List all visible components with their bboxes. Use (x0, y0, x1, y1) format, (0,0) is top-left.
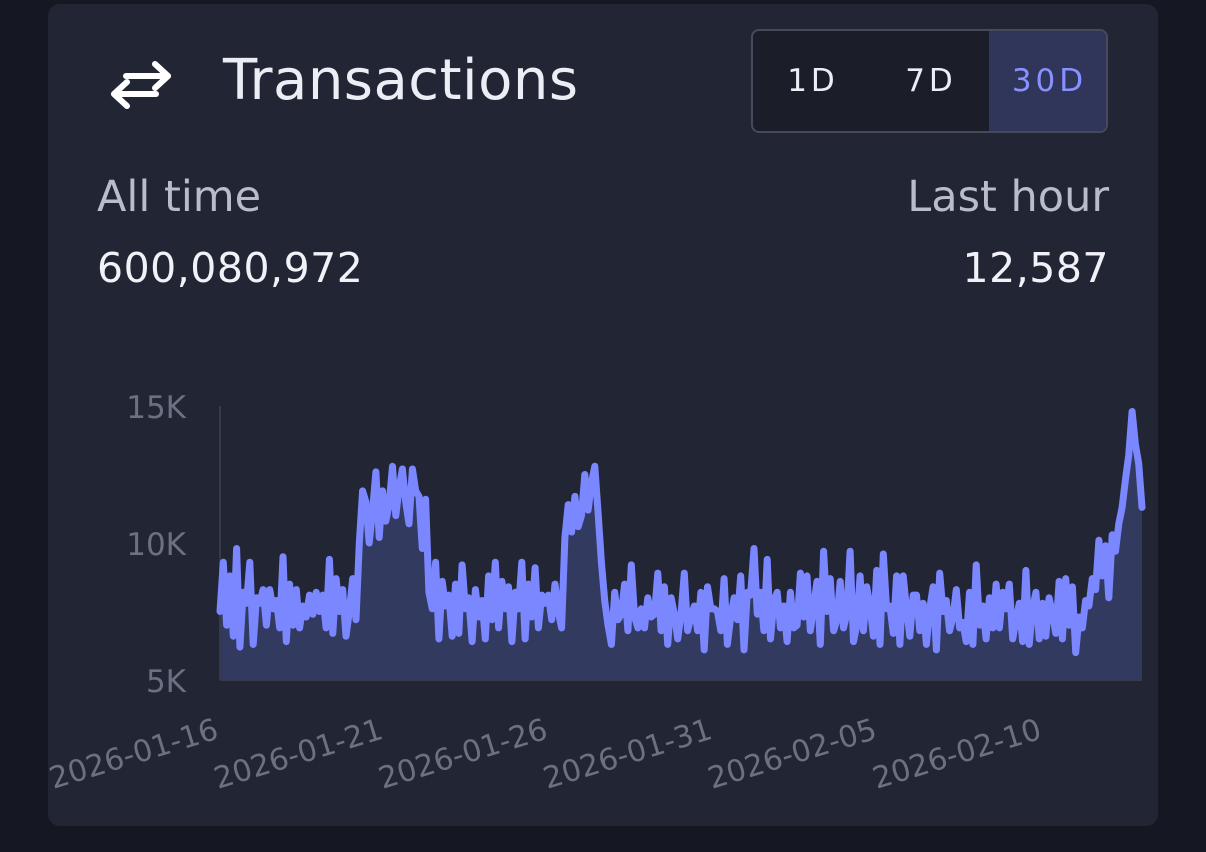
time-range-selector: 1D 7D 30D (751, 29, 1108, 133)
range-7d-button[interactable]: 7D (905, 63, 957, 99)
swap-arrows-icon (111, 61, 171, 109)
range-1d-button[interactable]: 1D (787, 63, 839, 99)
widget-title: Transactions (223, 48, 579, 113)
series-line (216, 408, 1146, 657)
x-tick-label: 2026-01-16 (48, 712, 222, 796)
all-time-label: All time (97, 172, 262, 222)
range-30d-button[interactable]: 30D (989, 31, 1106, 131)
last-hour-value: 12,587 (962, 244, 1109, 292)
x-tick-label: 2026-01-31 (539, 712, 716, 796)
y-tick-label: 15K (126, 390, 186, 426)
all-time-value: 600,080,972 (97, 244, 364, 292)
transactions-chart: 5K10K15K2026-01-162026-01-212026-01-2620… (48, 390, 1146, 797)
x-tick-label: 2026-02-05 (704, 712, 881, 796)
y-tick-label: 10K (126, 527, 186, 563)
last-hour-label: Last hour (907, 172, 1109, 222)
x-tick-label: 2026-01-26 (375, 712, 552, 796)
x-tick-label: 2026-01-21 (210, 712, 387, 796)
x-tick-label: 2026-02-10 (869, 712, 1046, 796)
transactions-card: Transactions 1D 7D 30D All time 600,080,… (48, 4, 1158, 826)
y-tick-label: 5K (146, 664, 187, 700)
